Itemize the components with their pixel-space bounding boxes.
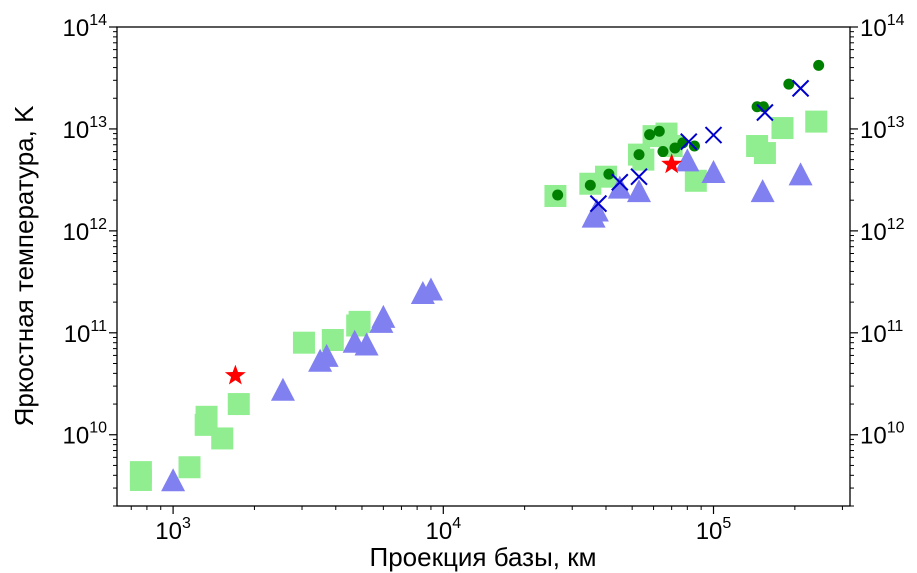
y-tick-label-right: 1014 <box>860 12 905 42</box>
x-tick-label: 104 <box>425 515 461 545</box>
triangle-marker <box>584 198 609 222</box>
triangle-marker <box>354 332 379 356</box>
circle-marker <box>669 142 681 154</box>
square-marker <box>227 393 250 416</box>
triangle-marker <box>750 179 775 203</box>
circle-marker <box>813 59 825 71</box>
triangle-marker <box>627 179 652 203</box>
square-marker <box>805 110 828 133</box>
square-marker <box>292 331 315 354</box>
triangle-marker <box>161 468 186 492</box>
square-marker <box>684 169 707 192</box>
triangle-marker <box>314 343 339 367</box>
circle-marker <box>633 149 645 161</box>
x-marker <box>756 103 774 122</box>
triangle-marker <box>371 304 396 328</box>
x-axis-title: Проекция базы, км <box>370 542 597 572</box>
triangle-marker <box>418 277 443 301</box>
x-tick-label: 103 <box>155 515 191 545</box>
x-marker <box>791 79 810 98</box>
x-marker <box>680 132 698 151</box>
square-marker <box>348 310 371 333</box>
x-tick-label: 105 <box>696 515 732 545</box>
triangle-marker <box>607 175 632 199</box>
star-marker <box>661 153 683 174</box>
y-tick-label-left: 1012 <box>63 216 108 246</box>
triangle-marker <box>675 148 700 172</box>
x-marker <box>704 126 723 144</box>
triangle-marker <box>701 159 726 183</box>
circle-marker <box>657 146 669 158</box>
x-marker <box>589 194 608 213</box>
triangle-marker <box>788 162 813 186</box>
circle-marker <box>603 168 615 180</box>
circle-marker <box>653 125 665 137</box>
circle-marker <box>552 189 564 201</box>
plot-frame <box>116 26 851 507</box>
x-marker <box>630 167 648 186</box>
y-tick-label-left: 1011 <box>64 318 107 348</box>
y-tick-label-right: 1013 <box>860 114 905 144</box>
y-tick-label-left: 1010 <box>63 420 108 450</box>
triangle-marker <box>270 377 295 401</box>
star-marker <box>224 364 246 385</box>
circle-marker <box>644 129 656 141</box>
y-tick-label-right: 1011 <box>860 318 903 348</box>
y-tick-label-right: 1012 <box>860 216 905 246</box>
data-markers <box>129 59 828 492</box>
x-marker <box>611 173 629 191</box>
y-tick-label-right: 1010 <box>860 420 905 450</box>
square-marker <box>195 405 218 428</box>
y-tick-label-left: 1014 <box>63 12 108 42</box>
square-marker <box>211 427 234 450</box>
square-marker <box>129 461 152 484</box>
y-tick-label-left: 1013 <box>63 114 108 144</box>
axis-ticks: 103 104 105 1010 1010 1011 1011 1012 1012 1013 101… <box>63 12 905 545</box>
square-marker <box>753 142 776 165</box>
circle-marker <box>584 179 596 191</box>
y-axis-title: Яркостная температура, K <box>9 105 39 427</box>
square-marker <box>771 117 794 140</box>
square-marker <box>178 456 201 479</box>
circle-marker <box>783 78 795 90</box>
